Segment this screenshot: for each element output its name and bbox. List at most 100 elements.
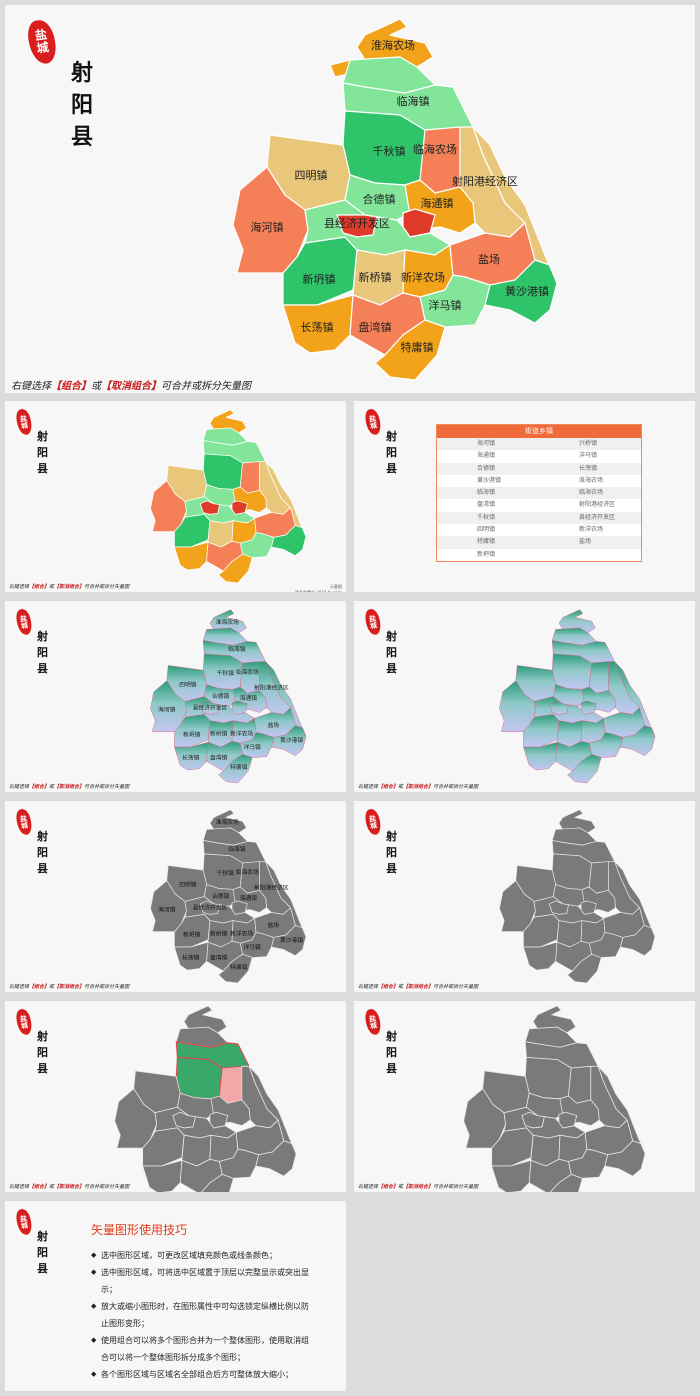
- title-char: 县: [386, 662, 397, 675]
- label-yangma: 洋马镇: [244, 943, 261, 951]
- region-changdang[interactable]: [174, 541, 209, 571]
- region-changdang[interactable]: [523, 741, 558, 771]
- county-map[interactable]: [354, 601, 695, 792]
- region-qianqiu[interactable]: [551, 853, 592, 890]
- page-title: 射阳县: [37, 1229, 48, 1277]
- region-huaihai[interactable]: [209, 809, 247, 834]
- region-xianjingji[interactable]: [172, 1111, 196, 1129]
- region-coastal[interactable]: [265, 461, 307, 537]
- region-huaihai[interactable]: [532, 1005, 577, 1034]
- region-xianjingji[interactable]: [549, 700, 569, 715]
- region-xianjingji[interactable]: [200, 500, 220, 515]
- towns-table-cell: 新洋农场: [579, 526, 604, 534]
- region-xianjingji-e[interactable]: [231, 700, 248, 715]
- region-xianjingji-e[interactable]: [558, 1111, 578, 1129]
- region-teyong[interactable]: [567, 753, 602, 784]
- region-huangshagang[interactable]: [271, 925, 307, 956]
- colored-county-map[interactable]: 淮海农场 临海镇 千秋镇 临海农场 四明镇 射阳港经济区 合德镇 海通镇 海河镇…: [5, 5, 695, 393]
- region-huangshagang[interactable]: [271, 525, 307, 557]
- towns-table-cell: 临海镇: [477, 489, 496, 497]
- region-coastal[interactable]: [248, 1065, 297, 1155]
- region-changdang[interactable]: [523, 941, 558, 971]
- towns-table-cell: 县经济开发区: [579, 513, 616, 521]
- region-huangshagang[interactable]: [271, 725, 307, 756]
- region-xianjingji[interactable]: [549, 900, 569, 915]
- region-xianjingji-e[interactable]: [209, 1111, 229, 1129]
- region-linhaifarm[interactable]: [588, 861, 609, 894]
- region-linhaifarm[interactable]: [219, 1065, 243, 1104]
- county-map[interactable]: [354, 801, 695, 992]
- region-qianqiu[interactable]: [552, 653, 592, 690]
- region-huangshagang[interactable]: [620, 725, 656, 756]
- region-huaihai[interactable]: [183, 1005, 228, 1034]
- label-linhai: 临海镇: [228, 645, 245, 653]
- title-char: 射: [386, 1030, 397, 1043]
- county-map[interactable]: [5, 401, 346, 592]
- region-teyong[interactable]: [218, 553, 253, 584]
- region-teyong[interactable]: [218, 753, 253, 784]
- region-changdang[interactable]: [174, 741, 209, 771]
- region-huaihai[interactable]: [558, 809, 596, 834]
- region-xianjingji[interactable]: [200, 700, 220, 715]
- region-qianqiu[interactable]: [175, 1056, 223, 1100]
- region-coastal[interactable]: [614, 861, 656, 937]
- region-teyong[interactable]: [218, 953, 253, 984]
- towns-table-header: 街道乡镇: [437, 425, 641, 438]
- caption-group: 【组合】: [29, 1184, 50, 1190]
- title-char: 射: [37, 430, 48, 443]
- region-central-band[interactable]: [304, 199, 451, 256]
- county-map[interactable]: [354, 1001, 695, 1192]
- county-map[interactable]: [5, 1001, 346, 1192]
- region-qianqiu[interactable]: [202, 453, 243, 490]
- page-title: 射阳县: [37, 1029, 48, 1077]
- region-linhaifarm[interactable]: [239, 461, 260, 494]
- caption-pre: 右键选择: [358, 784, 379, 790]
- label-sheyanggang: 射阳港经济区: [254, 883, 289, 891]
- region-coastal[interactable]: [265, 861, 307, 937]
- region-xianjingji[interactable]: [521, 1111, 545, 1129]
- region-huaihai[interactable]: [356, 18, 434, 68]
- region-changdang[interactable]: [491, 1160, 532, 1192]
- region-huangshagang[interactable]: [604, 1140, 646, 1177]
- region-huaihai[interactable]: [209, 409, 247, 434]
- region-huangshagang[interactable]: [620, 925, 656, 956]
- region-xianjingji-e[interactable]: [580, 900, 597, 915]
- towns-table-row: 临海镇 临海农场: [437, 487, 641, 500]
- region-coastal-strip[interactable]: [472, 126, 558, 284]
- region-huaihai[interactable]: [209, 609, 247, 634]
- region-changdang[interactable]: [142, 1160, 183, 1192]
- title-char: 射: [37, 1030, 48, 1043]
- region-huangshagang[interactable]: [255, 1140, 297, 1177]
- region-teyong[interactable]: [567, 953, 602, 984]
- region-teyong[interactable]: [374, 319, 446, 381]
- region-qianqiu[interactable]: [524, 1056, 572, 1100]
- region-huangshagang[interactable]: [484, 259, 558, 324]
- region-coastal[interactable]: [614, 661, 656, 737]
- label-simingzhen: 四明镇: [179, 681, 196, 689]
- region-teyong[interactable]: [543, 1174, 583, 1192]
- region-coastal[interactable]: [265, 661, 307, 737]
- region-linhaifarm[interactable]: [588, 661, 609, 694]
- region-changdang[interactable]: [174, 941, 209, 971]
- page-title: 射阳县: [37, 829, 48, 877]
- region-xianjingji-e[interactable]: [231, 500, 248, 515]
- caption-pre: 右键选择: [9, 984, 30, 990]
- caption-mid: 或: [398, 784, 404, 790]
- title-char: 射: [71, 60, 94, 86]
- region-huaihai[interactable]: [558, 609, 596, 634]
- region-coastal[interactable]: [597, 1065, 646, 1155]
- caption: 右键选择【组合】或【取消组合】可合并或拆分矢量图: [9, 583, 129, 590]
- region-xianjingji[interactable]: [200, 900, 220, 915]
- region-changdang[interactable]: [282, 294, 354, 354]
- towns-table-row: 千秋镇 县经济开发区: [437, 511, 641, 525]
- region-xianjingji-e[interactable]: [231, 900, 248, 915]
- towns-table-cell: 盐场: [579, 538, 592, 546]
- slide-colored-small: 盐城射阳县示意图更多免费由 2019 by.com右键选择【组合】或【取消组合】…: [5, 401, 346, 592]
- region-linhaifarm[interactable]: [568, 1065, 592, 1104]
- region-xianjingji-e[interactable]: [580, 700, 597, 715]
- region-teyong[interactable]: [194, 1174, 234, 1192]
- slide-gray-plain: 盐城射阳县右键选择【组合】或【取消组合】可合并或拆分矢量图: [354, 801, 695, 992]
- seal-logo: 盐城: [15, 1208, 33, 1236]
